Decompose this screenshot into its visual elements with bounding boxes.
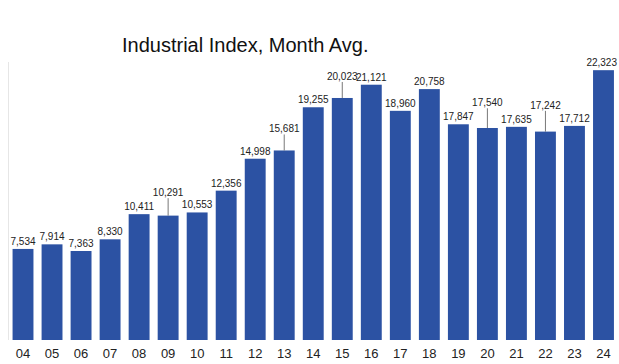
x-tick-label: 10 <box>190 346 204 361</box>
x-tick-label: 14 <box>306 346 320 361</box>
bar <box>71 251 92 340</box>
x-tick-label: 22 <box>538 346 552 361</box>
bar <box>593 70 614 340</box>
x-tick-label: 18 <box>422 346 436 361</box>
data-label: 12,356 <box>211 178 242 189</box>
x-tick-label: 04 <box>16 346 30 361</box>
data-label: 17,540 <box>472 97 503 108</box>
data-label: 10,411 <box>124 201 154 212</box>
bar <box>361 85 382 340</box>
x-tick-label: 12 <box>248 346 262 361</box>
chart-svg: Industrial Index, Month Avg. 04 05 06 07 08 09… <box>0 0 619 364</box>
x-tick-label: 05 <box>45 346 59 361</box>
x-tick-label: 11 <box>219 346 233 361</box>
data-label: 21,121 <box>356 72 387 83</box>
data-label: 17,712 <box>559 113 590 124</box>
bar <box>332 98 353 340</box>
data-label: 7,534 <box>10 236 35 247</box>
bar <box>216 191 237 340</box>
bar <box>419 89 440 340</box>
x-tick-label: 17 <box>393 346 407 361</box>
bar <box>390 111 411 340</box>
data-label: 10,553 <box>182 199 213 210</box>
bar <box>448 124 469 340</box>
label-leader <box>545 111 546 132</box>
label-leader <box>487 108 488 128</box>
chart-container: Industrial Index, Month Avg. 04 05 06 07 08 09… <box>0 0 619 364</box>
data-label: 18,960 <box>385 98 416 109</box>
data-label: 19,255 <box>298 94 329 105</box>
data-label: 20,758 <box>414 76 445 87</box>
bar <box>303 107 324 340</box>
data-label: 7,363 <box>69 238 94 249</box>
label-leader <box>342 82 343 98</box>
bar <box>274 150 295 340</box>
bar <box>42 244 63 340</box>
bar <box>245 159 266 340</box>
x-tick-label: 23 <box>567 346 581 361</box>
bar <box>477 128 498 340</box>
x-tick-label: 15 <box>335 346 349 361</box>
x-tick-label: 08 <box>132 346 146 361</box>
data-label: 17,635 <box>501 114 532 125</box>
label-leader <box>168 198 169 215</box>
x-tick-label: 06 <box>74 346 88 361</box>
x-tick-label: 24 <box>596 346 610 361</box>
x-tick-label: 16 <box>364 346 378 361</box>
x-tick-label: 21 <box>509 346 523 361</box>
bars <box>13 70 614 340</box>
chart-title: Industrial Index, Month Avg. <box>122 34 368 56</box>
bar <box>187 212 208 340</box>
bar <box>158 216 179 340</box>
x-tick-label: 20 <box>480 346 494 361</box>
y-axis-line <box>8 62 9 340</box>
data-label: 10,291 <box>153 187 184 198</box>
data-label: 14,998 <box>240 146 271 157</box>
bar <box>535 132 556 340</box>
data-label: 17,847 <box>443 111 474 122</box>
data-label: 17,242 <box>530 100 561 111</box>
x-tick-label: 19 <box>451 346 465 361</box>
data-label: 15,681 <box>269 123 300 134</box>
bar <box>564 126 585 340</box>
bar <box>13 249 34 340</box>
data-label: 20,023 <box>327 71 358 82</box>
data-label: 22,323 <box>586 57 617 68</box>
x-tick-label: 07 <box>103 346 117 361</box>
x-tick-label: 13 <box>277 346 291 361</box>
bar <box>506 127 527 340</box>
bar <box>129 214 150 340</box>
bar <box>100 239 121 340</box>
label-leader <box>284 134 285 150</box>
x-tick-label: 09 <box>161 346 175 361</box>
data-label: 8,330 <box>98 226 123 237</box>
data-label: 7,914 <box>40 231 65 242</box>
